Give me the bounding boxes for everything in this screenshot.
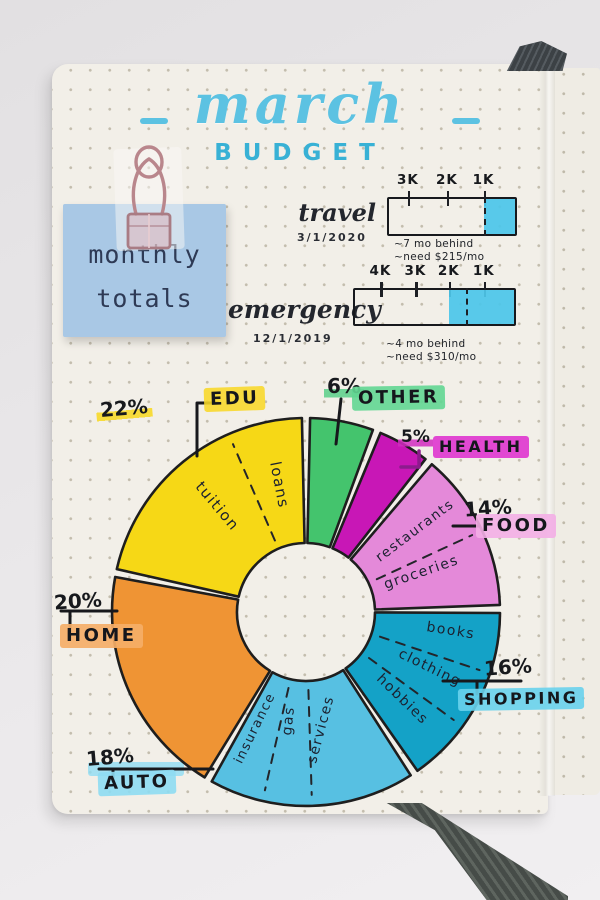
- tracker-emergency-label: emergency: [228, 295, 381, 324]
- tick-mark: [448, 282, 452, 297]
- callout-shopping-name: SHOPPING: [457, 686, 585, 712]
- tick-mark: [407, 191, 411, 206]
- tick-label-1k: 1K: [472, 263, 495, 279]
- callout-home-name: HOME: [60, 624, 143, 648]
- tick-label-1k: 1K: [472, 172, 495, 188]
- tick-label-2k: 2K: [437, 263, 460, 279]
- tracker-travel-bar: 3K 2K 1K: [387, 172, 517, 236]
- title-dash-right: [452, 118, 480, 124]
- tick-label-3k: 3K: [396, 172, 419, 188]
- elastic-band: [386, 803, 568, 900]
- bar-goal-dashed-line: [483, 197, 486, 236]
- tick-label-2k: 2K: [436, 172, 458, 188]
- journal-page-right-edge: [548, 68, 600, 795]
- callout-health-pct: 5%: [398, 427, 433, 447]
- page-title-month: march: [193, 72, 407, 136]
- bar-fill: [483, 199, 515, 234]
- tick-label-3k: 3K: [404, 263, 427, 279]
- binder-clip-icon: [113, 145, 185, 252]
- tracker-travel-date: 3/1/2020: [297, 231, 367, 244]
- callout-shopping-pct: 16%: [483, 653, 533, 681]
- page-subtitle: BUDGET: [214, 140, 386, 166]
- bar-goal-dashed-line: [466, 288, 469, 326]
- tracker-travel-label: travel: [298, 198, 376, 227]
- tick-mark: [415, 282, 418, 297]
- callout-auto-name: AUTO: [97, 769, 176, 797]
- travel-note-line2: ~need $215/mo: [394, 251, 485, 263]
- tick-mark: [446, 191, 450, 206]
- bookmark-ribbon-top: [506, 41, 567, 71]
- bar-fill: [448, 290, 514, 324]
- callout-food-name: FOOD: [476, 514, 556, 538]
- callout-health-name: HEALTH: [433, 436, 529, 458]
- page-crease: [539, 66, 555, 796]
- tracker-emergency-date: 12/1/2019: [253, 332, 333, 345]
- tick-mark: [380, 282, 383, 297]
- sticky-note-text-line2: totals: [96, 284, 193, 313]
- callout-edu-pct: 22%: [95, 393, 153, 423]
- tick-mark: [483, 282, 487, 297]
- tracker-emergency-bar: 4K 3K 2K 1K: [353, 263, 516, 326]
- tracker-emergency-notes: ~4 mo behind ~need $310/mo: [386, 338, 477, 364]
- callout-edu-name: EDU: [203, 385, 266, 413]
- callout-other-name: OTHER: [351, 385, 446, 411]
- title-dash-left: [140, 118, 168, 124]
- tick-label-4k: 4K: [369, 263, 392, 279]
- tracker-travel-notes: ~7 mo behind ~need $215/mo: [394, 238, 485, 264]
- emergency-note-line2: ~need $310/mo: [386, 351, 477, 363]
- emergency-note-line1: ~4 mo behind: [386, 338, 466, 350]
- callout-auto-pct: 18%: [85, 742, 135, 772]
- travel-note-line1: ~7 mo behind: [394, 238, 474, 250]
- callout-home-pct: 20%: [53, 587, 103, 615]
